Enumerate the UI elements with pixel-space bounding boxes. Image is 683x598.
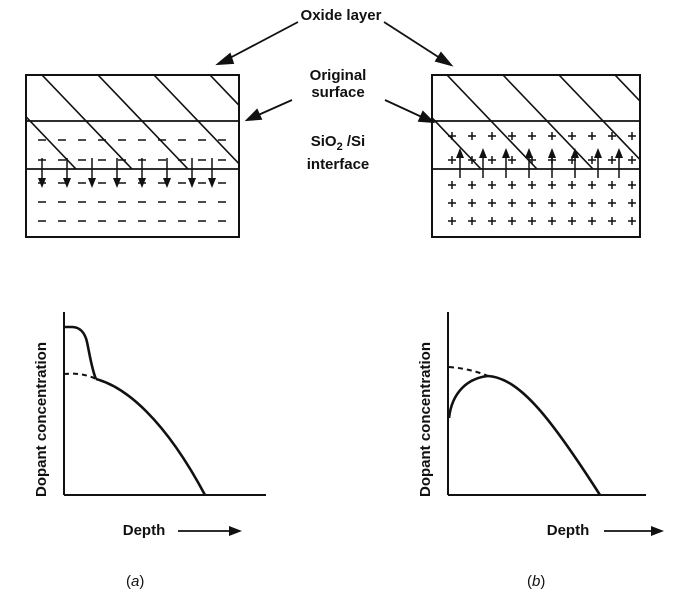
up-arrowhead: [479, 148, 487, 158]
cross-section-b-dopant-signs: [448, 132, 636, 225]
graph-b-original-profile-dashed: [448, 366, 489, 377]
down-arrowhead: [113, 178, 121, 188]
cross-section-a-segregation-arrows: [38, 158, 216, 188]
down-arrowhead: [208, 178, 216, 188]
original-surface-label-line2: surface: [311, 84, 365, 101]
original-surface-label-line1: Original: [309, 67, 367, 84]
down-arrowhead: [63, 178, 71, 188]
panel-b-caption-letter: b: [532, 573, 541, 590]
cross-section-a: [25, 74, 240, 238]
original-surface-arrow-left: [255, 99, 293, 117]
up-arrowhead: [525, 148, 533, 158]
cross-section-b: [431, 74, 641, 238]
graph-b-depth-arrowhead: [651, 526, 664, 536]
up-arrowhead: [571, 148, 579, 158]
up-arrowhead: [594, 148, 602, 158]
graph-a-bulk-curve: [95, 377, 207, 496]
graph-b-depleted-curve: [447, 374, 489, 419]
interface-label-sio: SiO: [310, 133, 337, 150]
graph-a-pileup-curve: [64, 325, 98, 380]
cross-section-b-segregation-arrows: [456, 148, 623, 178]
up-arrowhead: [456, 148, 464, 158]
interface-label-line2: interface: [306, 156, 370, 173]
panel-a-caption: (a): [126, 573, 145, 590]
original-surface-label: Original surface: [286, 67, 390, 101]
cross-section-a-oxide-hatching: [26, 75, 239, 169]
cross-section-b-oxide-hatching: [432, 75, 640, 169]
panel-b-caption: (b): [527, 573, 546, 590]
graph-a-x-axis-label: Depth: [122, 522, 166, 539]
graph-b-y-axis-label: Dopant concentration: [417, 341, 434, 497]
oxide-layer-arrow-right: [383, 21, 444, 61]
graph-a-original-profile-dashed: [63, 372, 97, 380]
interface-label-si: /Si: [342, 133, 366, 150]
graph-b: [447, 312, 664, 536]
panel-a-caption-letter: a: [131, 573, 140, 590]
oxide-layer-label: Oxide layer: [300, 7, 382, 24]
graph-b-bulk-curve: [487, 374, 602, 496]
cross-section-a-frame: [25, 74, 240, 238]
callout-arrows: [215, 21, 454, 124]
down-arrowhead: [163, 178, 171, 188]
interface-label-line1: SiO2 /Si: [284, 133, 392, 156]
up-arrowhead: [502, 148, 510, 158]
interface-label-subscript: 2: [336, 141, 343, 153]
graph-a-y-axis-label: Dopant concentration: [33, 341, 50, 497]
graph-a: [63, 312, 266, 536]
interface-label: SiO2 /Si interface: [284, 133, 392, 173]
up-arrowhead: [548, 148, 556, 158]
down-arrowhead: [138, 178, 146, 188]
down-arrowhead: [88, 178, 96, 188]
original-surface-arrow-right: [384, 99, 425, 119]
down-arrowhead: [38, 178, 46, 188]
oxide-layer-arrow-left: [225, 21, 299, 61]
up-arrowhead: [615, 148, 623, 158]
down-arrowhead: [188, 178, 196, 188]
graph-b-x-axis-label: Depth: [546, 522, 590, 539]
cross-section-b-frame: [431, 74, 641, 238]
graph-a-depth-arrowhead: [229, 526, 242, 536]
